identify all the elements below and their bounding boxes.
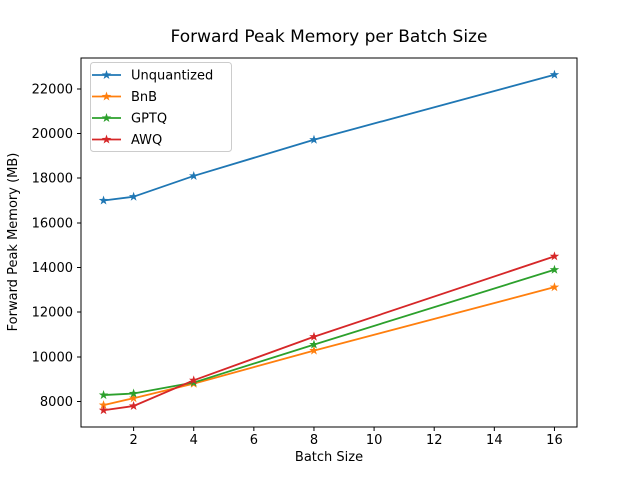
y-tick-label: 10000	[32, 350, 73, 365]
legend-marker	[101, 91, 112, 101]
y-tick-label: 20000	[32, 127, 73, 142]
x-tick-label: 10	[366, 433, 383, 448]
x-tick-label: 12	[426, 433, 443, 448]
data-point-marker	[98, 405, 109, 415]
y-tick-label: 8000	[40, 395, 73, 410]
y-tick-label: 22000	[32, 82, 73, 97]
x-tick-label: 8	[310, 433, 318, 448]
legend-label: BnB	[131, 90, 157, 105]
chart-title: Forward Peak Memory per Batch Size	[171, 27, 488, 47]
data-point-marker	[188, 170, 199, 180]
axes-spines	[80, 57, 578, 428]
x-tick-label: 4	[190, 433, 198, 448]
data-point-marker	[549, 69, 560, 79]
data-point-marker	[549, 251, 560, 261]
legend: Unquantized BnB GPTQ AWQ	[90, 62, 232, 152]
y-tick-label: 16000	[32, 216, 73, 231]
y-axis-label: Forward Peak Memory (MB)	[6, 153, 21, 332]
legend-entry-unquantized: Unquantized	[92, 69, 213, 84]
y-tick-label: 12000	[32, 306, 73, 321]
x-tick-label: 6	[250, 433, 258, 448]
series-awq	[98, 251, 560, 415]
data-point-marker	[98, 400, 109, 410]
x-tick-label: 16	[546, 433, 563, 448]
x-axis-label: Batch Size	[295, 450, 363, 465]
data-point-marker	[309, 331, 319, 341]
legend-entry-awq: AWQ	[92, 133, 162, 148]
data-point-marker	[128, 191, 139, 201]
series-unquantized	[98, 69, 560, 205]
legend-marker	[101, 134, 112, 144]
data-point-marker	[98, 195, 109, 205]
legend-entry-gptq: GPTQ	[92, 112, 167, 127]
series-layer	[98, 69, 560, 415]
legend-box	[90, 62, 232, 152]
data-point-marker	[128, 388, 139, 398]
data-point-marker	[309, 134, 319, 144]
x-tick-label: 2	[129, 433, 137, 448]
data-point-marker	[98, 390, 109, 400]
data-point-marker	[549, 282, 560, 292]
legend-marker	[101, 70, 112, 80]
tick-layer: 2 4 6 8 10 12 14 16 8000 10000 12000 14000 16000 1800…	[32, 82, 563, 448]
data-point-marker	[309, 339, 319, 349]
data-point-marker	[309, 345, 319, 355]
y-tick-label: 18000	[32, 172, 73, 187]
legend-label: GPTQ	[131, 112, 167, 127]
data-point-marker	[549, 264, 560, 274]
data-point-marker	[128, 401, 139, 411]
legend-marker	[101, 113, 112, 123]
x-tick-label: 14	[486, 433, 503, 448]
legend-label: Unquantized	[131, 69, 213, 84]
legend-label: AWQ	[131, 133, 162, 148]
y-tick-label: 14000	[32, 261, 73, 276]
data-point-marker	[188, 375, 199, 385]
legend-entry-bnb: BnB	[92, 90, 157, 105]
axes-border	[80, 57, 578, 428]
data-point-marker	[128, 393, 139, 403]
